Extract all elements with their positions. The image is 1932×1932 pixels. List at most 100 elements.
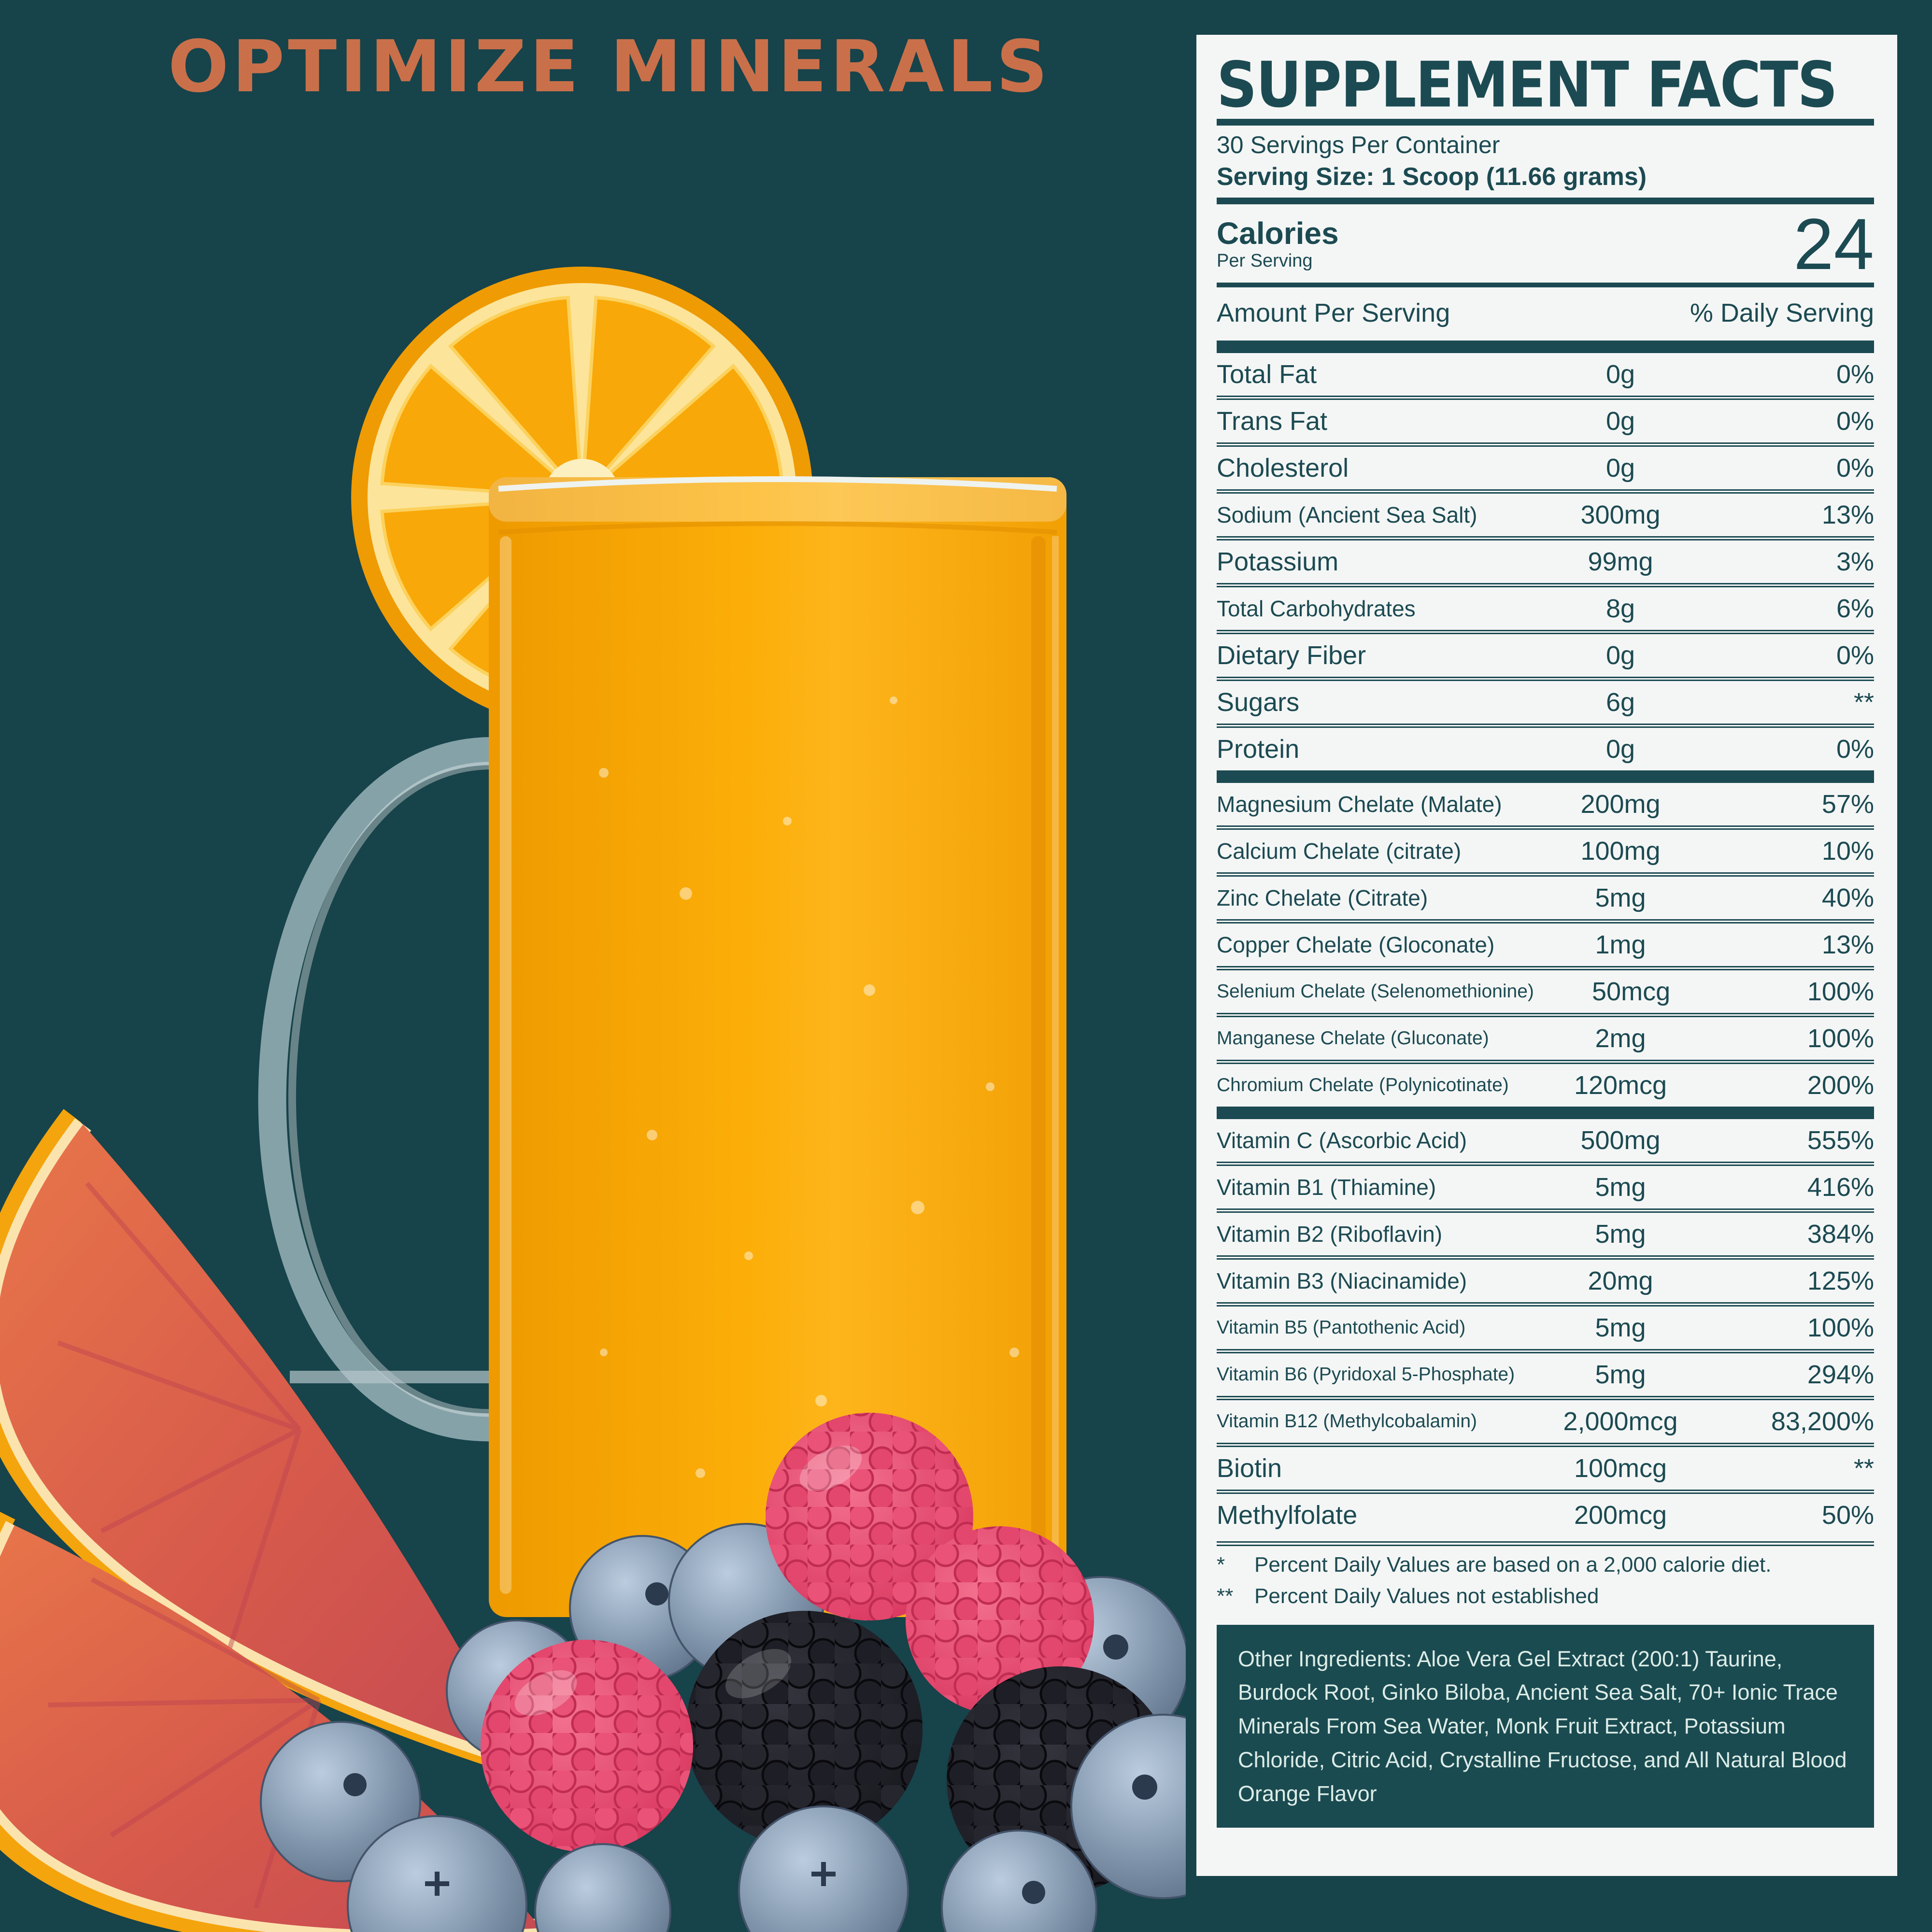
nutrient-daily-value: 200%: [1807, 1071, 1874, 1100]
panel-title: SUPPLEMENT FACTS: [1217, 48, 1838, 122]
nutrient-daily-value: 40%: [1821, 883, 1874, 913]
nutrient-amount: 5mg: [1595, 1173, 1646, 1202]
nutrient-amount: 120mcg: [1574, 1071, 1667, 1100]
nutrient-daily-value: 3%: [1836, 547, 1874, 577]
nutrient-name: Protein: [1217, 735, 1300, 764]
vitamins-table: Vitamin C (Ascorbic Acid) 500mg 555% Vitami…: [1217, 1119, 1874, 1536]
nutrient-name: Sugars: [1217, 688, 1300, 717]
nutrient-name: Biotin: [1217, 1454, 1282, 1483]
nutrient-amount: 0g: [1605, 735, 1635, 764]
nutrient-name: Vitamin B2 (Riboflavin): [1217, 1222, 1443, 1247]
calories-label: Calories: [1217, 216, 1339, 251]
table-row: Vitamin B3 (Niacinamide) 20mg 125%: [1217, 1255, 1874, 1302]
nutrient-amount: 1mg: [1595, 930, 1646, 960]
nutrient-name: Sodium (Ancient Sea Salt): [1217, 502, 1477, 528]
nutrient-amount: 6g: [1605, 688, 1635, 717]
table-header: Amount Per Serving % Daily Serving: [1217, 292, 1874, 334]
nutrient-name: Magnesium Chelate (Malate): [1217, 792, 1502, 817]
fruit-juice-artwork: [0, 267, 1186, 1932]
nutrient-name: Vitamin B1 (Thiamine): [1217, 1175, 1436, 1200]
table-row: Protein 0g 0%: [1217, 724, 1874, 770]
nutrient-name: Selenium Chelate (Selenomethionine): [1217, 981, 1534, 1002]
nutrient-name: Vitamin B12 (Methylcobalamin): [1217, 1411, 1477, 1432]
nutrient-name: Copper Chelate (Gloconate): [1217, 932, 1495, 958]
table-row: Biotin 100mcg **: [1217, 1443, 1874, 1490]
nutrient-daily-value: 294%: [1807, 1360, 1874, 1390]
table-row: Vitamin B12 (Methylcobalamin) 2,000mcg 83,…: [1217, 1396, 1874, 1443]
other-ingredients-box: Other Ingredients: Aloe Vera Gel Extract…: [1217, 1624, 1874, 1828]
nutrient-amount: 100mcg: [1574, 1454, 1667, 1483]
nutrient-amount: 5mg: [1595, 883, 1646, 913]
nutrient-name: Vitamin B6 (Pyridoxal 5-Phosphate): [1217, 1364, 1515, 1385]
supplement-facts-panel: SUPPLEMENT FACTS 30 Servings Per Contain…: [1196, 35, 1897, 1876]
berries-image: [260, 1413, 1186, 1932]
nutrient-daily-value: 416%: [1807, 1173, 1874, 1202]
nutrient-daily-value: 0%: [1836, 641, 1874, 670]
nutrient-amount: 0g: [1605, 454, 1635, 483]
juice-glass-image: [489, 476, 1066, 1617]
nutrient-daily-value: 384%: [1807, 1220, 1874, 1249]
glass-handle-image: [258, 737, 496, 1442]
nutrient-amount: 20mg: [1588, 1266, 1653, 1296]
nutrient-daily-value: 6%: [1836, 594, 1874, 624]
nutrient-amount: 99mg: [1588, 547, 1653, 577]
nutrient-name: Dietary Fiber: [1217, 641, 1366, 670]
nutrient-amount: 5mg: [1595, 1313, 1646, 1343]
nutrient-name: Chromium Chelate (Polynicotinate): [1217, 1075, 1509, 1096]
divider: [1217, 118, 1874, 126]
nutrient-daily-value: 125%: [1807, 1266, 1874, 1296]
footnote-text: Percent Daily Values are based on a 2,00…: [1254, 1553, 1772, 1577]
section-bar: [1217, 1107, 1874, 1120]
table-row: Magnesium Chelate (Malate) 200mg 57%: [1217, 783, 1874, 825]
table-row: Manganese Chelate (Gluconate) 2mg 100%: [1217, 1013, 1874, 1060]
nutrient-amount: 0g: [1605, 641, 1635, 670]
nutrient-daily-value: 0%: [1836, 735, 1874, 764]
calories-row: Calories Per Serving 24: [1217, 208, 1874, 280]
table-row: Methylfolate 200mcg 50%: [1217, 1490, 1874, 1536]
table-row: Vitamin B6 (Pyridoxal 5-Phosphate) 5mg 294…: [1217, 1349, 1874, 1396]
nutrient-name: Vitamin B5 (Pantothenic Acid): [1217, 1317, 1466, 1338]
table-row: Zinc Chelate (Citrate) 5mg 40%: [1217, 872, 1874, 919]
table-row: Vitamin C (Ascorbic Acid) 500mg 555%: [1217, 1119, 1874, 1162]
nutrient-name: Methylfolate: [1217, 1501, 1358, 1530]
nutrient-daily-value: 57%: [1821, 790, 1874, 819]
divider: [1217, 1541, 1874, 1547]
nutrient-amount: 300mg: [1580, 500, 1661, 530]
nutrient-amount: 2,000mcg: [1563, 1407, 1678, 1436]
page-title: OPTIMIZE MINERALS: [168, 25, 1051, 108]
table-row: Trans Fat 0g 0%: [1217, 396, 1874, 442]
nutrient-name: Calcium Chelate (citrate): [1217, 838, 1462, 864]
nutrient-name: Manganese Chelate (Gluconate): [1217, 1028, 1489, 1049]
nutrient-daily-value: 13%: [1821, 500, 1874, 530]
footnote-text: Percent Daily Values not established: [1254, 1584, 1599, 1608]
table-row: Total Fat 0g 0%: [1217, 353, 1874, 396]
nutrient-daily-value: 100%: [1807, 1313, 1874, 1343]
nutrient-amount: 200mcg: [1574, 1501, 1667, 1530]
nutrient-name: Potassium: [1217, 547, 1339, 577]
nutrient-amount: 2mg: [1595, 1024, 1646, 1053]
table-row: Calcium Chelate (citrate) 100mg 10%: [1217, 825, 1874, 872]
calories-subtext: Per Serving: [1217, 251, 1313, 271]
nutrient-amount: 200mg: [1580, 790, 1661, 819]
footnote: ** Percent Daily Values not established: [1217, 1582, 1874, 1610]
nutrient-daily-value: 0%: [1836, 360, 1874, 389]
nutrient-daily-value: 10%: [1821, 837, 1874, 866]
nutrient-daily-value: **: [1853, 1454, 1874, 1483]
section-bar: [1217, 341, 1874, 354]
footnote: * Percent Daily Values are based on a 2,…: [1217, 1551, 1874, 1578]
nutrient-daily-value: 83,200%: [1771, 1407, 1874, 1436]
nutrient-name: Trans Fat: [1217, 407, 1328, 436]
table-row: Copper Chelate (Gloconate) 1mg 13%: [1217, 919, 1874, 966]
table-row: Cholesterol 0g 0%: [1217, 442, 1874, 489]
nutrient-amount: 8g: [1605, 594, 1635, 624]
table-row: Vitamin B1 (Thiamine) 5mg 416%: [1217, 1162, 1874, 1208]
nutrient-daily-value: 50%: [1821, 1501, 1874, 1530]
column-amount-per-serving: Amount Per Serving: [1217, 298, 1450, 328]
blood-orange-wedge-image: [0, 1109, 532, 1778]
table-row: Sugars 6g **: [1217, 677, 1874, 724]
condensation-droplets: [599, 696, 1019, 1503]
table-row: Dietary Fiber 0g 0%: [1217, 630, 1874, 677]
raspberry-image: [766, 1413, 1094, 1715]
nutrient-daily-value: 100%: [1807, 1024, 1874, 1053]
nutrient-daily-value: 555%: [1807, 1126, 1874, 1155]
